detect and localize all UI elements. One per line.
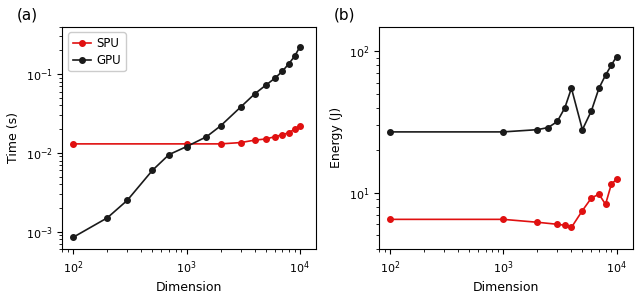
Line: SPU: SPU: [70, 123, 303, 147]
SPU: [554, 222, 561, 226]
Text: (b): (b): [333, 7, 355, 22]
Legend: SPU, GPU: SPU, GPU: [68, 33, 126, 71]
GPU: [278, 70, 286, 73]
GPU: [148, 169, 156, 172]
GPU: [602, 73, 609, 77]
GPU: [499, 130, 507, 134]
SPU: [568, 226, 575, 229]
GPU: [262, 83, 269, 87]
SPU: [69, 142, 77, 146]
X-axis label: Dimension: Dimension: [473, 281, 540, 294]
SPU: [237, 141, 244, 144]
GPU: [607, 64, 615, 67]
GPU: [296, 45, 303, 49]
SPU: [285, 131, 292, 135]
GPU: [545, 126, 552, 129]
SPU: [271, 135, 278, 138]
GPU: [554, 120, 561, 123]
Y-axis label: Energy (J): Energy (J): [330, 107, 343, 169]
Line: SPU: SPU: [387, 176, 620, 230]
GPU: [251, 92, 259, 96]
GPU: [579, 128, 586, 132]
SPU: [217, 142, 225, 146]
SPU: [579, 209, 586, 213]
SPU: [278, 133, 286, 137]
SPU: [499, 218, 507, 221]
SPU: [296, 124, 303, 128]
GPU: [237, 105, 244, 109]
SPU: [602, 203, 609, 206]
GPU: [203, 135, 211, 138]
Text: (a): (a): [17, 7, 38, 22]
GPU: [386, 130, 394, 134]
SPU: [595, 192, 603, 196]
GPU: [104, 216, 111, 220]
Line: GPU: GPU: [387, 54, 620, 135]
SPU: [262, 137, 269, 141]
GPU: [568, 86, 575, 90]
SPU: [588, 196, 595, 200]
GPU: [165, 153, 173, 157]
SPU: [607, 182, 615, 186]
SPU: [561, 224, 569, 227]
GPU: [588, 109, 595, 113]
GPU: [595, 86, 603, 90]
GPU: [534, 128, 541, 132]
SPU: [534, 220, 541, 224]
GPU: [285, 62, 292, 66]
GPU: [271, 77, 278, 80]
GPU: [612, 55, 620, 58]
Line: GPU: GPU: [70, 44, 303, 240]
SPU: [182, 142, 190, 146]
GPU: [182, 145, 190, 148]
SPU: [251, 138, 259, 142]
GPU: [217, 124, 225, 128]
GPU: [69, 235, 77, 239]
Y-axis label: Time (s): Time (s): [7, 112, 20, 163]
SPU: [291, 127, 298, 131]
GPU: [124, 199, 131, 202]
GPU: [561, 106, 569, 110]
GPU: [291, 54, 298, 58]
SPU: [612, 177, 620, 181]
X-axis label: Dimension: Dimension: [156, 281, 223, 294]
SPU: [386, 218, 394, 221]
